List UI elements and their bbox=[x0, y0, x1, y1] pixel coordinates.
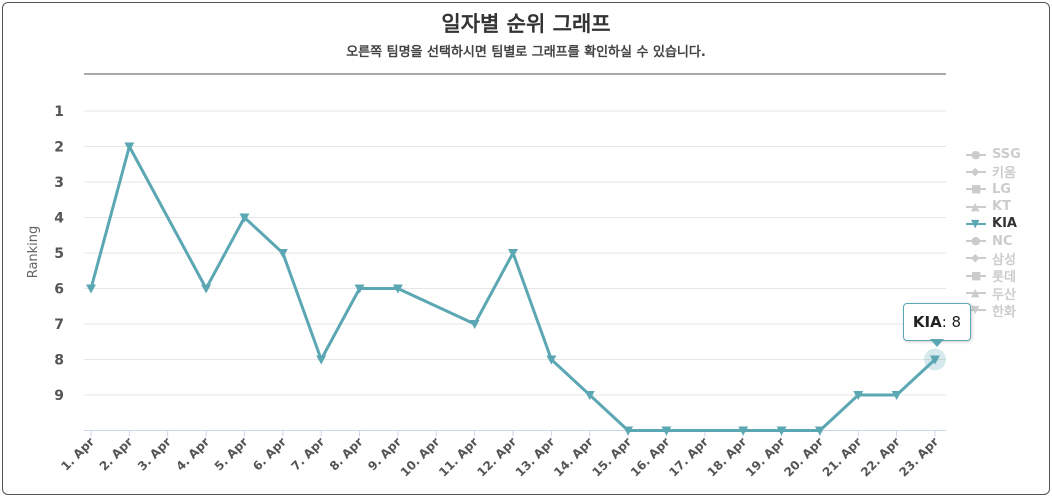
y-axis-label: Ranking bbox=[26, 226, 41, 279]
data-point bbox=[853, 391, 864, 400]
legend-item[interactable]: ● NC bbox=[966, 232, 1046, 249]
data-point bbox=[124, 142, 135, 152]
x-tick-label: 18. Apr bbox=[705, 435, 750, 480]
legend-symbol-icon: ▲ bbox=[966, 201, 986, 212]
chart-subtitle: 오른쪽 팀명을 선택하시면 팀별로 그래프를 확인하실 수 있습니다. bbox=[346, 45, 706, 60]
tooltip-separator: : bbox=[941, 313, 952, 331]
y-tick-label: 1 bbox=[54, 104, 64, 120]
data-point bbox=[277, 249, 288, 258]
legend-item[interactable]: ◆ 삼성 bbox=[966, 250, 1046, 268]
x-tick-label: 10. Apr bbox=[398, 435, 443, 480]
legend-symbol-icon: ◆ bbox=[966, 166, 986, 177]
x-tick-label: 5. Apr bbox=[212, 435, 251, 474]
legend-label: 키움 bbox=[992, 166, 1016, 182]
series-kia-markers bbox=[86, 142, 946, 436]
legend-symbol-icon: ● bbox=[966, 149, 986, 160]
tooltip-value: 8 bbox=[951, 313, 962, 331]
x-tick-label: 19. Apr bbox=[743, 435, 788, 480]
legend-label: SSG bbox=[992, 147, 1021, 163]
data-point bbox=[392, 284, 403, 294]
legend-label: LG bbox=[992, 181, 1011, 197]
legend-item[interactable]: ▲ KT bbox=[966, 198, 1046, 215]
data-point bbox=[661, 426, 672, 436]
x-tick-label: 2. Apr bbox=[97, 435, 136, 474]
legend-item[interactable]: ▼ KIA bbox=[966, 215, 1046, 232]
data-point bbox=[354, 284, 365, 294]
legend: ● SSG ◆ 키움 ■ LG ▲ KT ▼ KIA ● NC ◆ 삼성 ■ 롯데 ▲ 두산 ▼ 한화 bbox=[966, 146, 1046, 320]
legend-label: 두산 bbox=[992, 287, 1016, 303]
data-point bbox=[891, 391, 902, 400]
x-tick-label: 8. Apr bbox=[327, 435, 366, 474]
legend-symbol-icon: ▼ bbox=[966, 304, 986, 315]
tooltip-arrow bbox=[930, 339, 944, 347]
x-tick-label: 12. Apr bbox=[474, 435, 519, 480]
x-tick-label: 6. Apr bbox=[250, 435, 289, 474]
x-tick-label: 21. Apr bbox=[820, 435, 865, 480]
y-tick-label: 5 bbox=[54, 246, 64, 262]
legend-label: 롯데 bbox=[992, 270, 1016, 286]
legend-symbol-icon: ■ bbox=[966, 183, 986, 194]
y-tick-label: 9 bbox=[54, 388, 64, 404]
data-point bbox=[239, 213, 250, 223]
data-point bbox=[930, 355, 940, 365]
chart-title: 일자별 순위 그래프 bbox=[441, 12, 611, 36]
legend-symbol-icon: ● bbox=[966, 235, 986, 246]
y-tick-label: 7 bbox=[54, 317, 64, 333]
data-point bbox=[584, 391, 595, 400]
legend-item[interactable]: ▲ 두산 bbox=[966, 284, 1046, 303]
legend-item[interactable]: ▼ 한화 bbox=[966, 302, 1046, 320]
data-point bbox=[776, 426, 787, 436]
legend-label: 삼성 bbox=[992, 252, 1016, 268]
gridlines bbox=[84, 110, 946, 431]
y-tick-label: 4 bbox=[54, 211, 64, 227]
legend-symbol-icon: ▲ bbox=[966, 287, 986, 298]
data-point bbox=[86, 284, 96, 294]
legend-symbol-icon: ■ bbox=[966, 270, 986, 281]
legend-item[interactable]: ◆ 키움 bbox=[966, 163, 1046, 182]
data-point bbox=[508, 249, 518, 258]
x-tick-label: 20. Apr bbox=[781, 435, 826, 480]
data-point bbox=[738, 426, 749, 436]
legend-symbol-icon: ▼ bbox=[966, 218, 986, 229]
x-tick-label: 11. Apr bbox=[436, 435, 481, 480]
y-tick-label: 6 bbox=[54, 282, 64, 298]
legend-item[interactable]: ■ 롯데 bbox=[966, 267, 1046, 286]
data-point bbox=[469, 320, 480, 329]
x-axis-ticks: 1. Apr 2. Apr 3. Apr 4. Apr 5. Apr 6. Apr 7. A… bbox=[58, 430, 941, 480]
data-point bbox=[623, 426, 634, 436]
x-tick-label: 23. Apr bbox=[896, 435, 941, 480]
data-point bbox=[546, 355, 557, 365]
legend-label: KIA bbox=[992, 216, 1017, 232]
data-point bbox=[316, 355, 327, 365]
y-axis-ticks: 1 2 3 4 5 6 7 8 9 bbox=[54, 104, 64, 404]
legend-label: NC bbox=[992, 233, 1013, 249]
x-tick-label: 7. Apr bbox=[288, 435, 327, 474]
legend-symbol-icon: ◆ bbox=[966, 252, 986, 263]
legend-item[interactable]: ■ LG bbox=[966, 181, 1046, 198]
tooltip: KIA: 8 bbox=[903, 303, 971, 341]
x-tick-label: 16. Apr bbox=[628, 435, 673, 480]
y-tick-label: 2 bbox=[54, 140, 64, 156]
data-point bbox=[201, 284, 212, 294]
data-point bbox=[814, 426, 825, 436]
x-tick-label: 13. Apr bbox=[513, 435, 558, 480]
tooltip-series: KIA bbox=[912, 313, 942, 331]
y-tick-label: 8 bbox=[54, 353, 64, 369]
legend-label: 한화 bbox=[992, 304, 1016, 320]
legend-item[interactable]: ● SSG bbox=[966, 146, 1046, 163]
x-tick-label: 3. Apr bbox=[135, 435, 174, 474]
x-tick-label: 14. Apr bbox=[551, 435, 596, 480]
x-tick-label: 1. Apr bbox=[58, 435, 97, 474]
legend-label: KT bbox=[992, 199, 1011, 215]
x-tick-label: 15. Apr bbox=[589, 435, 634, 480]
y-tick-label: 3 bbox=[54, 175, 64, 191]
x-tick-label: 4. Apr bbox=[173, 435, 212, 474]
x-tick-label: 22. Apr bbox=[858, 435, 903, 480]
x-tick-label: 17. Apr bbox=[666, 435, 711, 480]
